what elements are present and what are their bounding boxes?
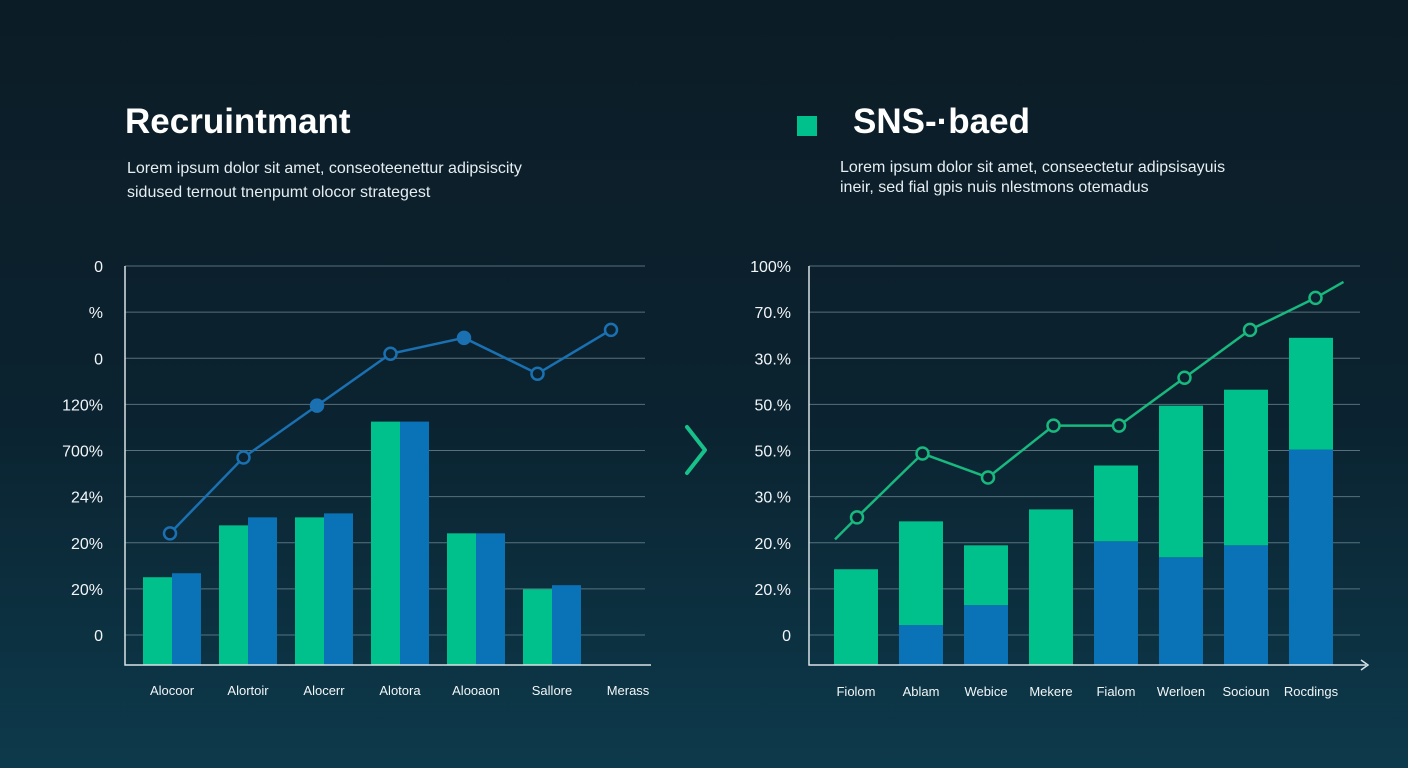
trend-point bbox=[309, 398, 325, 413]
bar-series-b bbox=[324, 513, 353, 665]
x-tick-label: Webice bbox=[964, 684, 1007, 699]
trend-point bbox=[162, 526, 178, 541]
y-tick-label: 700% bbox=[62, 444, 103, 461]
y-tick-label: 20.% bbox=[755, 536, 791, 553]
trend-point bbox=[383, 346, 398, 362]
y-tick-label: 0 bbox=[782, 628, 791, 645]
x-tick-label: Mekere bbox=[1029, 684, 1072, 699]
left-chart-x-axis-ticks: Alocoor Alortoir Alocerr Alotora Alooaon Sall… bbox=[150, 683, 650, 698]
bar-lower bbox=[964, 605, 1008, 665]
x-tick-label: Fiolom bbox=[836, 684, 875, 699]
legend-square-icon bbox=[797, 116, 817, 136]
y-tick-label: 70.% bbox=[755, 305, 791, 322]
bar-upper bbox=[834, 569, 878, 665]
x-tick-label: Alortoir bbox=[227, 683, 269, 698]
trend-point bbox=[1111, 418, 1127, 433]
bar-upper bbox=[1289, 337, 1333, 450]
trend-point bbox=[1177, 370, 1192, 385]
bar-upper bbox=[1159, 405, 1203, 558]
right-chart-gridlines bbox=[809, 265, 1360, 636]
y-tick-label: 100% bbox=[750, 259, 791, 276]
x-tick-label: Ablam bbox=[903, 684, 940, 699]
left-chart-title: Recruintmant bbox=[125, 102, 351, 141]
bar-series-b bbox=[248, 517, 277, 665]
y-tick-label: 30.% bbox=[755, 351, 791, 368]
trend-point bbox=[1242, 322, 1258, 338]
right-chart-subtitle-line-2: ineir, sed fial gpis nuis nlestmons otem… bbox=[840, 179, 1149, 196]
x-tick-label: Sallore bbox=[532, 683, 572, 698]
bar-series-a bbox=[295, 517, 324, 665]
bar-lower bbox=[1224, 545, 1268, 665]
bar-series-b bbox=[400, 421, 429, 665]
trend-point bbox=[915, 446, 930, 461]
bar-upper bbox=[964, 545, 1008, 606]
left-chart-y-axis-ticks: 0% 0 120% 700% 24% 20% 20% 0 bbox=[62, 259, 103, 645]
x-tick-label: Werloen bbox=[1157, 684, 1205, 699]
trend-point bbox=[456, 330, 472, 346]
left-chart-panel: Recruintmant Lorem ipsum dolor sit amet,… bbox=[62, 102, 651, 698]
bar-series-a bbox=[219, 525, 248, 665]
bar-upper bbox=[1224, 389, 1268, 546]
bar-series-b bbox=[552, 585, 581, 665]
y-tick-label: 50.% bbox=[755, 397, 791, 414]
right-chart-axes bbox=[808, 266, 1366, 666]
bar-series-b bbox=[476, 533, 505, 665]
trend-point bbox=[980, 470, 996, 485]
y-tick-label: 0 bbox=[94, 628, 103, 645]
bar-upper bbox=[1029, 509, 1073, 665]
y-tick-label: 20% bbox=[71, 582, 103, 599]
left-chart-subtitle-line-2: sidused ternout tnenpumt olocor stratege… bbox=[127, 184, 431, 201]
bar-series-a bbox=[447, 533, 476, 665]
x-tick-label: Alocoor bbox=[150, 683, 195, 698]
y-tick-label: 24% bbox=[71, 490, 103, 507]
right-chart-bars bbox=[834, 337, 1333, 665]
left-chart-trend-line bbox=[162, 322, 619, 541]
bar-lower bbox=[1289, 449, 1333, 665]
x-tick-label: Socioun bbox=[1223, 684, 1270, 699]
y-tick-label: 0 bbox=[94, 351, 103, 368]
trend-point bbox=[603, 322, 619, 338]
trend-point bbox=[849, 510, 865, 525]
x-tick-label: Rocdings bbox=[1284, 684, 1339, 699]
trend-line bbox=[834, 280, 1345, 541]
x-tick-label: Alooaon bbox=[452, 683, 500, 698]
bar-series-a bbox=[523, 589, 552, 665]
bar-lower bbox=[1159, 557, 1203, 665]
right-chart-x-axis-ticks: Fiolom Ablam Webice Mekere Fialom Werloen Soci… bbox=[836, 684, 1338, 699]
trend-point bbox=[1046, 418, 1061, 433]
y-tick-label: 120% bbox=[62, 397, 103, 414]
bar-series-b bbox=[172, 573, 201, 665]
y-tick-label: 0 bbox=[94, 259, 103, 276]
y-tick-label: % bbox=[89, 305, 103, 322]
right-chart-title: SNS-·baed bbox=[853, 102, 1030, 141]
x-axis-arrow-icon bbox=[1360, 659, 1370, 671]
bar-series-a bbox=[143, 577, 172, 665]
x-tick-label: Alocerr bbox=[303, 683, 345, 698]
y-tick-label: 20.% bbox=[755, 582, 791, 599]
y-tick-label: 20% bbox=[71, 536, 103, 553]
right-chart-subtitle-line-1: Lorem ipsum dolor sit amet, conseectetur… bbox=[840, 159, 1225, 176]
bar-series-a bbox=[371, 421, 400, 665]
x-tick-label: Alotora bbox=[379, 683, 421, 698]
trend-point bbox=[1308, 290, 1323, 306]
left-chart-subtitle-line-1: Lorem ipsum dolor sit amet, conseoteenet… bbox=[127, 160, 522, 177]
bar-lower bbox=[1094, 541, 1138, 665]
left-chart-axes bbox=[124, 266, 651, 666]
chevron-right-icon[interactable] bbox=[685, 425, 707, 475]
left-chart-bars bbox=[143, 421, 581, 665]
right-chart-panel: SNS-·baed Lorem ipsum dolor sit amet, co… bbox=[750, 102, 1370, 699]
right-chart-y-axis-ticks: 100% 70.% 30.% 50.% 50.% 30.% 20.% 20.% 0 bbox=[750, 259, 791, 645]
y-tick-label: 50.% bbox=[755, 444, 791, 461]
bar-lower bbox=[899, 625, 943, 665]
bar-upper bbox=[1094, 465, 1138, 542]
x-tick-label: Fialom bbox=[1096, 684, 1135, 699]
x-tick-label: Merass bbox=[607, 683, 650, 698]
trend-point bbox=[236, 450, 251, 465]
y-tick-label: 30.% bbox=[755, 490, 791, 507]
bar-upper bbox=[899, 521, 943, 626]
right-chart-trend-line bbox=[834, 280, 1345, 541]
trend-point bbox=[530, 366, 545, 381]
